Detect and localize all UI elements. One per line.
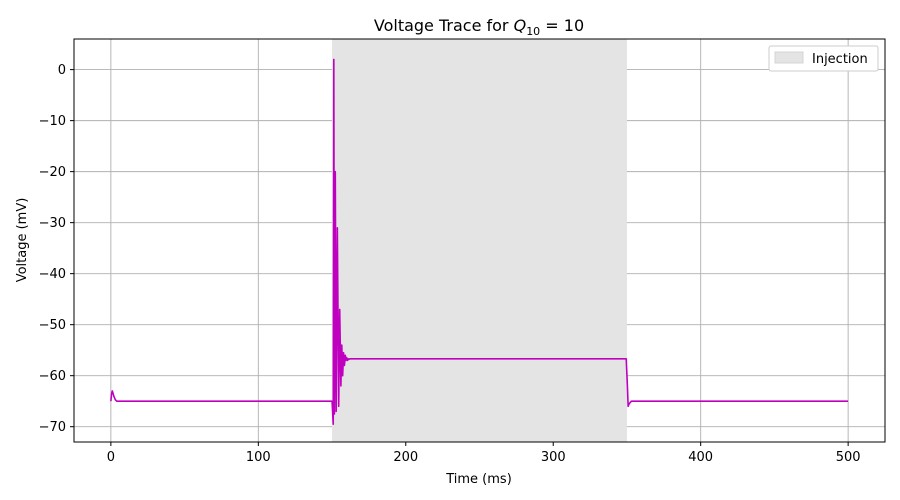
plot-frame	[73, 38, 886, 443]
x-tick-label: 0	[107, 450, 115, 465]
y-axis-label: Voltage (mV)	[15, 198, 30, 283]
chart-title-math-symbol: Q	[514, 16, 527, 35]
chart-title-prefix: Voltage Trace for	[374, 16, 514, 35]
series-layer	[110, 58, 849, 425]
tick-layer: 0 100 200 300 400 500 0 −10 −20 −30 −40 −50 −60 −70	[39, 63, 861, 465]
x-tick-label: 500	[836, 450, 861, 465]
y-tick-label: −40	[39, 267, 66, 282]
injection-span	[332, 39, 627, 442]
legend-injection-swatch	[774, 51, 804, 64]
y-tick-label: 0	[58, 63, 66, 78]
y-tick-label: −10	[39, 114, 66, 129]
x-tick-label: 200	[393, 450, 418, 465]
x-tick-label: 300	[541, 450, 566, 465]
legend-injection-label: Injection	[812, 52, 868, 67]
voltage-series-line	[110, 58, 849, 425]
x-tick-label: 400	[688, 450, 713, 465]
injection-span-layer	[332, 39, 627, 442]
y-tick-label: −70	[39, 420, 66, 435]
chart-title-math-rest: = 10	[540, 16, 584, 35]
legend: Injection	[768, 45, 879, 72]
x-tick-label: 100	[246, 450, 271, 465]
y-tick-label: −50	[39, 318, 66, 333]
y-tick-label: −60	[39, 369, 66, 384]
x-axis-label: Time (ms)	[445, 472, 512, 487]
y-tick-label: −30	[39, 216, 66, 231]
y-tick-label: −20	[39, 165, 66, 180]
chart-title: Voltage Trace for Q10 = 10	[374, 16, 584, 38]
chart-title-math-subscript: 10	[526, 25, 540, 38]
